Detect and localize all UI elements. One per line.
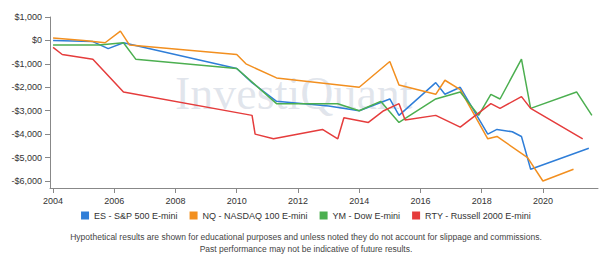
svg-text:$1,000: $1,000 [14,12,42,22]
svg-text:-$6,000: -$6,000 [11,176,42,186]
svg-text:2018: 2018 [472,196,492,206]
svg-text:-$5,000: -$5,000 [11,153,42,163]
svg-text:YM - Dow E-mini: YM - Dow E-mini [333,211,401,221]
svg-text:-$4,000: -$4,000 [11,129,42,139]
svg-text:Past performance may not be in: Past performance may not be indicative o… [200,244,413,254]
svg-text:2008: 2008 [166,196,186,206]
svg-text:2012: 2012 [288,196,308,206]
svg-text:-$1,000: -$1,000 [11,59,42,69]
svg-text:InvestiQuant: InvestiQuant [175,68,413,119]
svg-text:2020: 2020 [533,196,553,206]
svg-text:2006: 2006 [104,196,124,206]
svg-text:-$2,000: -$2,000 [11,82,42,92]
svg-text:Hypothetical results are shown: Hypothetical results are shown for educa… [70,232,542,242]
svg-text:2016: 2016 [410,196,430,206]
svg-text:ES - S&P 500 E-mini: ES - S&P 500 E-mini [94,211,177,221]
svg-text:2010: 2010 [227,196,247,206]
svg-text:NQ - NASDAQ 100 E-mini: NQ - NASDAQ 100 E-mini [203,211,308,221]
svg-text:2004: 2004 [43,196,63,206]
svg-text:2014: 2014 [349,196,369,206]
svg-text:$0: $0 [32,35,42,45]
svg-text:RTY - Russell 2000 E-mini: RTY - Russell 2000 E-mini [425,211,531,221]
svg-text:-$3,000: -$3,000 [11,106,42,116]
